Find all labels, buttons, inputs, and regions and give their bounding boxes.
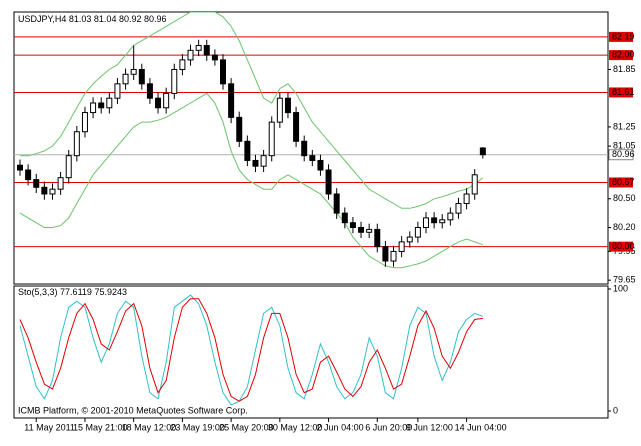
- x-tick-label: 23 May 19:00: [170, 422, 225, 432]
- candle-body: [374, 228, 381, 248]
- candle-body: [114, 83, 121, 99]
- candle-body: [301, 140, 308, 157]
- x-tick-label: 11 May 2011: [24, 422, 75, 432]
- y-tick-label: 80.50: [613, 193, 636, 203]
- candle-body: [333, 193, 340, 214]
- candle-body: [325, 169, 332, 195]
- candle-body: [423, 217, 429, 228]
- candle-body: [366, 228, 373, 233]
- candle-body: [406, 236, 413, 243]
- candle-body: [65, 155, 72, 179]
- candle-body: [317, 159, 324, 171]
- header: USDJPY,H4 81.03 81.04 80.92 80.96: [18, 14, 167, 24]
- candle-body: [293, 112, 300, 142]
- candle-body: [268, 121, 275, 157]
- level-label-box: [609, 87, 633, 98]
- main-frame: [13, 11, 609, 285]
- candle-body: [398, 241, 405, 252]
- level-label-box: [609, 241, 633, 252]
- level-label: 81.61: [612, 87, 635, 97]
- candle-body: [382, 246, 389, 262]
- candle-body: [73, 131, 80, 157]
- x-tick-label: 25 May 20:00: [219, 422, 274, 432]
- y-tick-label: 80.20: [613, 222, 636, 232]
- candle-body: [98, 102, 105, 109]
- candle-body: [260, 155, 267, 167]
- sub-frame: [13, 285, 609, 419]
- candle-body: [41, 186, 48, 195]
- candle-body: [138, 68, 145, 85]
- candle-body: [106, 97, 113, 109]
- x-tick-label: 30 May 12:00: [268, 422, 323, 432]
- level-label-box: [609, 50, 633, 61]
- candle-body: [358, 226, 365, 233]
- candle-body: [195, 45, 202, 51]
- x-tick-label: 18 May 12:00: [122, 422, 177, 432]
- candle-body: [17, 164, 23, 171]
- candle-body: [455, 203, 462, 214]
- candle-body: [122, 73, 129, 85]
- price-label-box: [608, 149, 634, 161]
- candle-body: [276, 97, 283, 123]
- x-tick-label: 6 Jun 20:00: [365, 422, 412, 432]
- level-label: 82.00: [612, 49, 635, 59]
- level-label-box: [609, 31, 633, 42]
- y-tick-label: 81.25: [613, 121, 636, 131]
- candle-body: [414, 226, 421, 238]
- x-tick-label: 15 May 21:00: [73, 422, 128, 432]
- price-label: 80.96: [612, 149, 635, 159]
- candle-body: [439, 219, 446, 224]
- x-tick-label: 2 Jun 04:00: [317, 422, 364, 432]
- candle-body: [81, 112, 88, 133]
- y-tick-label: 81.05: [613, 140, 636, 150]
- candle-body: [228, 83, 235, 118]
- candle-body: [49, 188, 56, 195]
- level-label: 80.00: [612, 241, 635, 251]
- candle-body: [244, 140, 251, 161]
- candle-body: [341, 212, 348, 224]
- candle-body: [431, 217, 438, 224]
- x-tick-label: 14 Jun 04:00: [455, 422, 507, 432]
- candle-body: [236, 116, 243, 142]
- indicator-label: Sto(5,3,3) 77.6119 75.9243: [18, 287, 127, 297]
- level-label-box: [609, 177, 633, 188]
- candle-body: [171, 68, 178, 94]
- candle-body: [390, 250, 397, 262]
- candle-body: [284, 97, 291, 114]
- candle-body: [33, 179, 40, 188]
- candle-body: [220, 59, 226, 85]
- sub-y-tick-label: 100: [613, 283, 628, 293]
- candle-body: [447, 212, 454, 221]
- level-label: 82.19: [612, 31, 635, 41]
- band-lower: [19, 92, 483, 269]
- candle-body: [130, 68, 137, 75]
- y-tick-label: 79.65: [613, 275, 636, 285]
- stochastic-main: [19, 294, 483, 406]
- candle-body: [471, 174, 478, 195]
- candle-body: [163, 92, 170, 109]
- candle-body: [349, 222, 356, 228]
- candle-body: [252, 159, 259, 167]
- candle-body: [479, 147, 486, 156]
- candle-body: [463, 193, 470, 205]
- sub-y-tick-label: 0: [613, 405, 618, 415]
- watermark: ICMB Platform, © 2001-2010 MetaQuotes So…: [18, 405, 248, 415]
- candle-body: [309, 155, 316, 161]
- candle-body: [90, 102, 97, 114]
- candle-body: [57, 177, 64, 190]
- candle-body: [211, 54, 218, 61]
- candle-body: [203, 45, 210, 56]
- candle-body: [25, 169, 32, 181]
- level-label: 80.67: [612, 177, 635, 187]
- candle-body: [187, 49, 194, 61]
- candle-body: [155, 97, 162, 109]
- band-upper: [20, 12, 484, 209]
- stochastic-signal: [19, 298, 483, 402]
- candle-body: [146, 83, 153, 99]
- x-tick-label: 9 Jun 12:00: [406, 422, 453, 432]
- candle-body: [179, 59, 186, 70]
- y-tick-label: 81.85: [613, 64, 636, 74]
